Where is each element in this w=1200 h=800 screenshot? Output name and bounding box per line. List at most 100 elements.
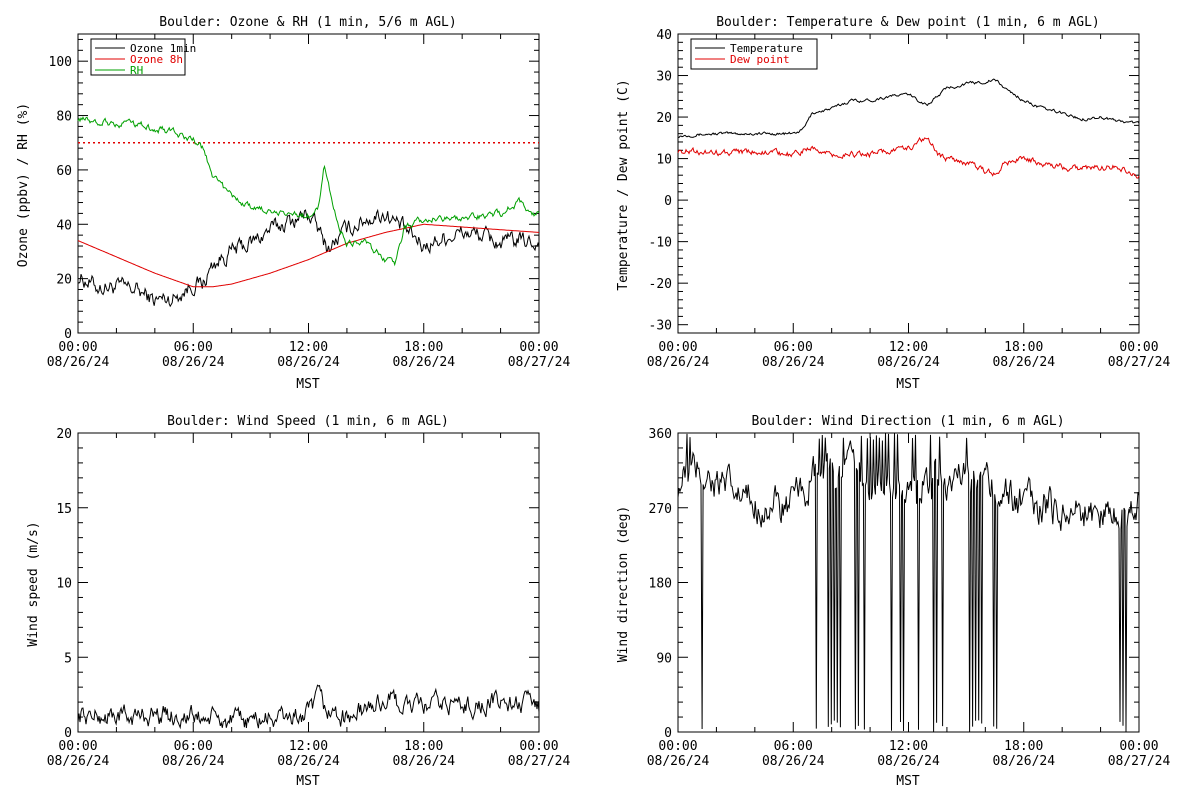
y-axis-label-wind-speed: Wind speed (m/s): [26, 521, 41, 646]
x-tick-label-time: 00:00: [58, 340, 97, 355]
y-tick-label: 180: [649, 577, 672, 592]
x-tick-label-time: 12:00: [289, 340, 328, 355]
y-tick-label: 60: [56, 164, 72, 179]
x-tick-label-date: 08/26/24: [392, 754, 455, 769]
legend-label-rh: RH: [130, 64, 143, 77]
x-tick-label-time: 00:00: [58, 739, 97, 754]
series-line-ozone-8h: [77, 223, 539, 288]
x-axis-label-ozone-rh: MST: [296, 377, 320, 392]
y-tick-label: -10: [649, 236, 672, 251]
y-tick-label: 0: [64, 726, 72, 741]
chart-title-wind-speed: Boulder: Wind Speed (1 min, 6 m AGL): [167, 414, 449, 429]
y-tick-label: 10: [56, 577, 72, 592]
series-line-main: [77, 684, 540, 730]
legend-label-ozone-1min: Ozone 1min: [130, 42, 196, 55]
x-tick-label-date: 08/27/24: [1108, 754, 1171, 769]
legend-box: [90, 38, 186, 76]
x-tick-label-date: 08/26/24: [992, 754, 1055, 769]
series-line-dew-point: [677, 136, 1140, 179]
x-tick-label-time: 18:00: [1004, 739, 1043, 754]
legend-label-ozone-8h: Ozone 8h: [130, 53, 183, 66]
y-tick-label: 80: [56, 110, 72, 125]
y-tick-label: 20: [56, 273, 72, 288]
x-axis-label-wind-speed: MST: [296, 774, 320, 789]
x-tick-label-date: 08/26/24: [277, 355, 340, 370]
x-tick-label-date: 08/27/24: [508, 355, 571, 370]
y-tick-label: 10: [656, 153, 672, 168]
panel-wind-direction: Boulder: Wind Direction (1 min, 6 m AGL)…: [616, 414, 1170, 789]
x-tick-label-time: 00:00: [1119, 340, 1158, 355]
y-tick-label: 20: [56, 427, 72, 442]
x-tick-label-time: 00:00: [658, 739, 697, 754]
x-tick-label-time: 06:00: [774, 739, 813, 754]
x-tick-label-date: 08/26/24: [47, 355, 110, 370]
panel-wind-speed: Boulder: Wind Speed (1 min, 6 m AGL) Win…: [26, 414, 570, 789]
chart-title-wind-direction: Boulder: Wind Direction (1 min, 6 m AGL): [751, 414, 1064, 429]
legend-ozone-rh: Ozone 1min Ozone 8h RH: [90, 38, 196, 77]
x-tick-label-time: 00:00: [1119, 739, 1158, 754]
plot-area-wind-direction: 00:0008/26/2406:0008/26/2412:0008/26/241…: [647, 427, 1171, 769]
panel-ozone-rh: Boulder: Ozone & RH (1 min, 5/6 m AGL) O…: [16, 15, 570, 392]
chart-title-ozone-rh: Boulder: Ozone & RH (1 min, 5/6 m AGL): [159, 15, 456, 30]
y-tick-label: 0: [64, 327, 72, 342]
x-tick-label-date: 08/27/24: [1108, 355, 1171, 370]
x-tick-label-date: 08/26/24: [877, 355, 940, 370]
plot-area-wind-speed: 00:0008/26/2406:0008/26/2412:0008/26/241…: [47, 427, 571, 769]
panel-temperature-dewpoint: Boulder: Temperature & Dew point (1 min,…: [616, 15, 1170, 392]
x-tick-label-time: 00:00: [658, 340, 697, 355]
x-tick-label-time: 18:00: [1004, 340, 1043, 355]
y-tick-label: 0: [664, 194, 672, 209]
x-tick-label-date: 08/27/24: [508, 754, 571, 769]
x-tick-label-date: 08/26/24: [277, 754, 340, 769]
series-line-temperature: [677, 78, 1140, 139]
chart-title-temperature: Boulder: Temperature & Dew point (1 min,…: [716, 15, 1100, 30]
x-tick-label-date: 08/26/24: [162, 754, 225, 769]
y-tick-label: 40: [656, 28, 672, 43]
y-tick-label: 0: [664, 726, 672, 741]
y-tick-label: -20: [649, 277, 672, 292]
series-line-main: [677, 433, 1140, 732]
plot-area-temperature: 00:0008/26/2406:0008/26/2412:0008/26/241…: [647, 28, 1171, 370]
legend-label-dew-point: Dew point: [730, 53, 790, 66]
y-tick-label: 270: [649, 502, 672, 517]
y-axis-label-temperature: Temperature / Dew point (C): [616, 79, 631, 290]
x-tick-label-date: 08/26/24: [762, 355, 825, 370]
x-tick-label-time: 12:00: [889, 739, 928, 754]
x-tick-label-time: 00:00: [519, 340, 558, 355]
y-tick-label: 15: [56, 502, 72, 517]
legend-label-temperature: Temperature: [730, 42, 803, 55]
x-tick-label-time: 06:00: [174, 340, 213, 355]
x-tick-label-date: 08/26/24: [762, 754, 825, 769]
x-tick-label-time: 06:00: [774, 340, 813, 355]
y-tick-label: 20: [656, 111, 672, 126]
x-tick-label-date: 08/26/24: [992, 355, 1055, 370]
series-line-rh: [77, 116, 540, 267]
y-tick-label: 360: [649, 427, 672, 442]
x-tick-label-time: 18:00: [404, 340, 443, 355]
y-axis-label-wind-direction: Wind direction (deg): [616, 506, 631, 663]
legend-box: [690, 38, 818, 70]
x-axis-label-wind-direction: MST: [896, 774, 920, 789]
x-tick-label-time: 06:00: [174, 739, 213, 754]
y-tick-label: 100: [49, 55, 72, 70]
y-tick-label: 90: [656, 651, 672, 666]
y-tick-label: 40: [56, 218, 72, 233]
y-axis-label-ozone-rh: Ozone (ppbv) / RH (%): [16, 103, 31, 267]
x-tick-label-date: 08/26/24: [392, 355, 455, 370]
x-tick-label-time: 12:00: [289, 739, 328, 754]
legend-temperature: Temperature Dew point: [690, 38, 818, 70]
y-tick-label: 30: [656, 70, 672, 85]
plot-area-ozone-rh: 00:0008/26/2406:0008/26/2412:0008/26/241…: [47, 33, 571, 370]
y-tick-label: 5: [64, 651, 72, 666]
x-tick-label-date: 08/26/24: [647, 754, 710, 769]
x-tick-label-date: 08/26/24: [877, 754, 940, 769]
x-tick-label-date: 08/26/24: [162, 355, 225, 370]
x-tick-label-time: 00:00: [519, 739, 558, 754]
y-tick-label: -30: [649, 319, 672, 334]
x-tick-label-time: 12:00: [889, 340, 928, 355]
x-tick-label-time: 18:00: [404, 739, 443, 754]
x-axis-label-temperature: MST: [896, 377, 920, 392]
x-tick-label-date: 08/26/24: [647, 355, 710, 370]
